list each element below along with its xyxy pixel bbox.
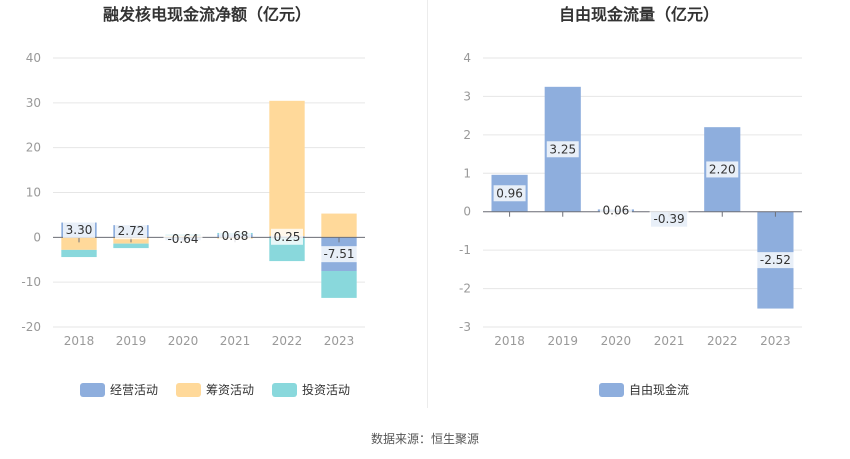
data-label: 0.96 xyxy=(496,186,523,200)
legend-swatch xyxy=(599,383,624,397)
data-label: 2.20 xyxy=(709,162,736,176)
data-label-bg xyxy=(599,202,632,219)
right-chart-free-cashflow: 自由现金流量（亿元） -3 -2 -1 0 1 2 3 4 2018 2019 2020 2021 20… xyxy=(459,5,802,397)
bar xyxy=(61,237,97,250)
x-tick-label: 2018 xyxy=(64,334,95,348)
y-tick-label: 0 xyxy=(463,205,471,219)
data-label: 3.25 xyxy=(549,142,576,156)
left-chart-cashflow-net: 融发核电现金流净额（亿元） -20 -10 0 10 20 30 40 2018 2019 202… xyxy=(21,5,365,397)
data-label-bg xyxy=(649,211,689,228)
data-label: 0.68 xyxy=(222,229,249,243)
data-label-bg xyxy=(163,230,203,247)
y-tick-label: -1 xyxy=(459,243,471,257)
y-tick-label: 0 xyxy=(33,230,41,244)
chart-divider xyxy=(427,0,428,408)
x-tick-label: 2023 xyxy=(760,334,791,348)
data-label-bg xyxy=(271,228,303,245)
y-tick-label: 2 xyxy=(463,128,471,142)
legend-label: 筹资活动 xyxy=(206,383,254,397)
legend-swatch xyxy=(272,383,297,397)
bar xyxy=(269,100,305,237)
data-label: 0.06 xyxy=(603,204,630,218)
data-label: -0.39 xyxy=(654,212,685,226)
legend-swatch xyxy=(176,383,201,397)
data-label-bg xyxy=(319,246,359,263)
data-label-bg xyxy=(755,252,795,269)
y-tick-label: -3 xyxy=(459,320,471,334)
data-label-bg xyxy=(219,227,251,244)
legend-label: 自由现金流 xyxy=(629,382,689,397)
y-tick-label: -2 xyxy=(459,282,471,296)
data-label: -0.64 xyxy=(167,232,198,246)
data-label-bg xyxy=(546,141,579,158)
x-tick-label: 2019 xyxy=(116,334,147,348)
x-tick-label: 2018 xyxy=(494,334,525,348)
right-chart-title: 自由现金流量（亿元） xyxy=(559,5,719,24)
data-label-bg xyxy=(706,161,739,178)
y-tick-label: 4 xyxy=(463,51,471,65)
data-label: 2.72 xyxy=(118,224,145,238)
y-tick-label: 3 xyxy=(463,89,471,103)
y-tick-label: 20 xyxy=(26,141,41,155)
data-label-bg xyxy=(63,221,95,238)
bar xyxy=(321,271,357,298)
data-source-note: 数据来源：恒生聚源 xyxy=(370,432,479,446)
legend-label: 经营活动 xyxy=(110,383,158,397)
bar xyxy=(61,249,97,258)
bar xyxy=(321,213,357,238)
data-label: 3.30 xyxy=(66,223,93,237)
x-tick-label: 2021 xyxy=(220,334,251,348)
left-chart-title: 融发核电现金流净额（亿元） xyxy=(103,5,311,24)
y-tick-label: 1 xyxy=(463,166,471,180)
x-tick-label: 2020 xyxy=(601,334,632,348)
x-tick-label: 2019 xyxy=(547,334,578,348)
data-label: -2.52 xyxy=(760,253,791,267)
data-label-bg xyxy=(493,185,526,202)
y-tick-label: -10 xyxy=(21,275,41,289)
y-tick-label: 10 xyxy=(26,186,41,200)
y-tick-label: -20 xyxy=(21,320,41,334)
data-label-bg xyxy=(115,223,147,240)
x-tick-label: 2022 xyxy=(272,334,303,348)
x-tick-label: 2022 xyxy=(707,334,738,348)
data-label: 0.25 xyxy=(274,230,301,244)
bar xyxy=(113,243,149,249)
x-tick-label: 2023 xyxy=(324,334,355,348)
y-tick-label: 30 xyxy=(26,96,41,110)
legend-swatch xyxy=(80,383,105,397)
legend-label: 投资活动 xyxy=(302,382,350,397)
data-label: -7.51 xyxy=(323,247,354,261)
x-tick-label: 2020 xyxy=(168,334,199,348)
y-tick-label: 40 xyxy=(26,51,41,65)
x-tick-label: 2021 xyxy=(654,334,685,348)
